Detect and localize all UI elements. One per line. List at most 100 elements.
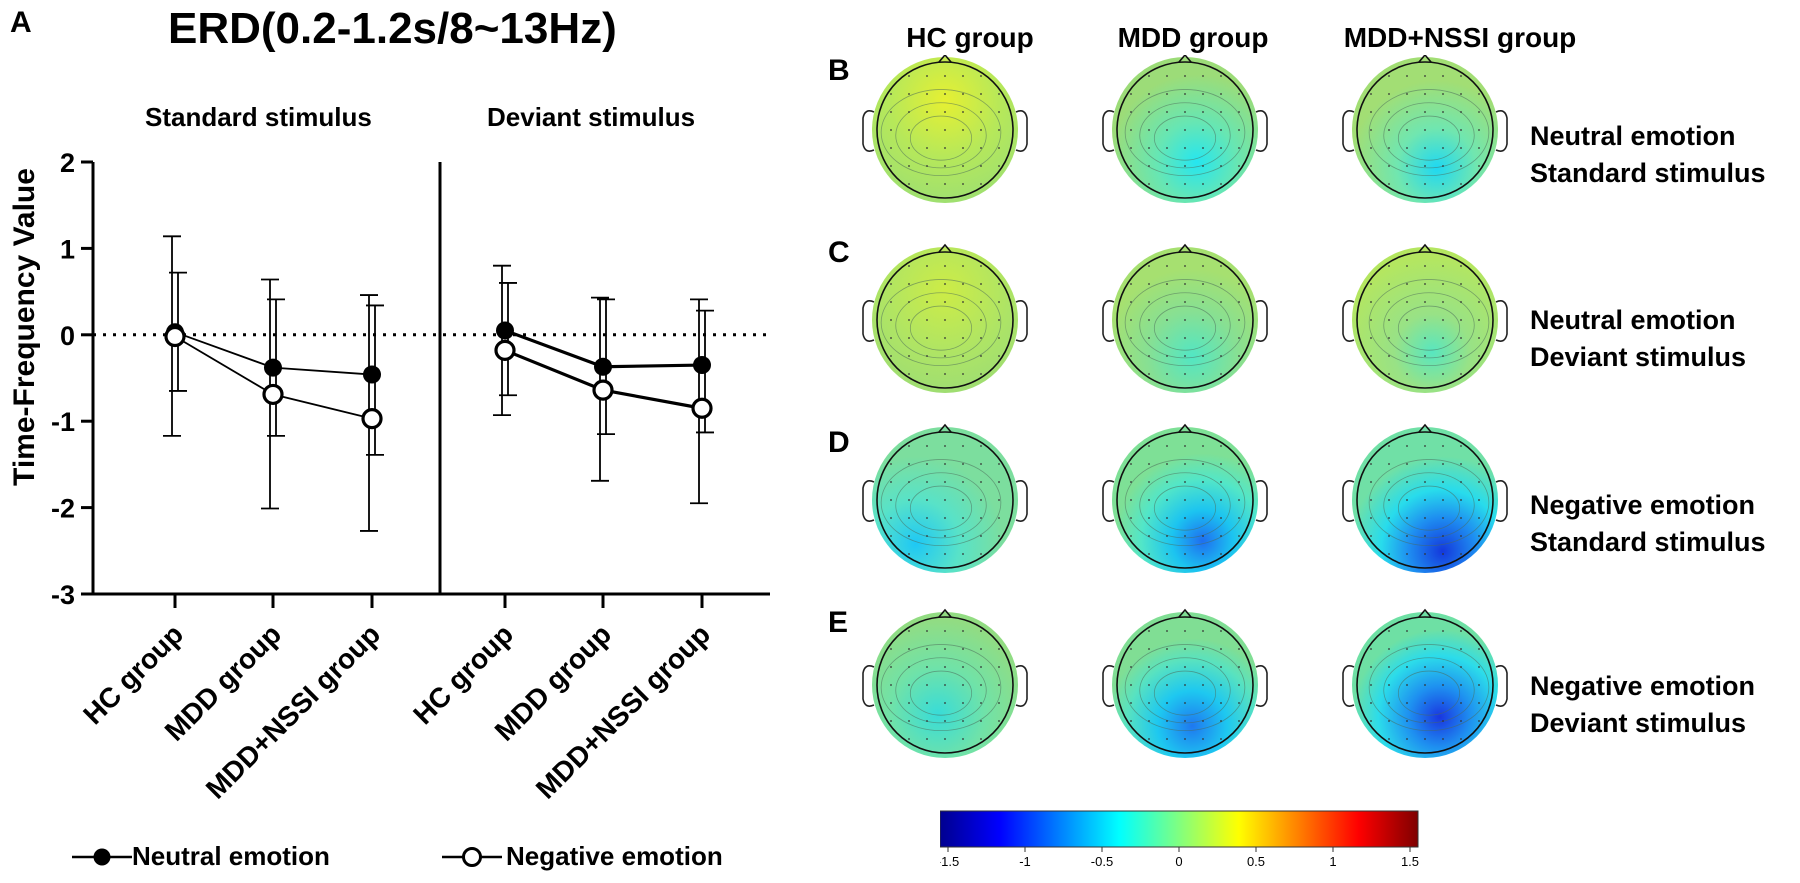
electrode-dot <box>1148 301 1150 303</box>
electrode-dot <box>908 319 910 321</box>
row-label-b-line1: Neutral emotion <box>1530 121 1736 151</box>
electrode-dot <box>1130 93 1132 95</box>
electrode-dot <box>1202 720 1204 722</box>
contour-line <box>895 657 987 724</box>
row-label-d-line2: Standard stimulus <box>1530 527 1766 557</box>
electrode-dot <box>1202 373 1204 375</box>
electrode-dot <box>1388 666 1390 668</box>
contour-line <box>1124 279 1246 367</box>
electrode-dot <box>1424 720 1426 722</box>
electrode-dot <box>1220 445 1222 447</box>
electrode-dot <box>1388 684 1390 686</box>
electrode-dot <box>1166 283 1168 285</box>
electrode-dot <box>1148 720 1150 722</box>
electrode-dot <box>1166 301 1168 303</box>
contour-line <box>1383 292 1475 359</box>
row-label-e-line1: Negative emotion <box>1530 671 1756 701</box>
electrode-dot <box>944 111 946 113</box>
electrode-dot <box>1202 111 1204 113</box>
electrode-dot <box>962 445 964 447</box>
electrode-dot <box>998 337 1000 339</box>
electrode-dot <box>1202 301 1204 303</box>
electrode-dot <box>1148 373 1150 375</box>
electrode-dot <box>1370 337 1372 339</box>
legend-marker-negative <box>442 847 502 867</box>
electrode-dot <box>926 535 928 537</box>
electrode-dot <box>1148 702 1150 704</box>
electrode-dot <box>908 147 910 149</box>
electrode-dot <box>962 283 964 285</box>
electrode-dot <box>1184 481 1186 483</box>
electrode-dot <box>1202 147 1204 149</box>
data-point-neutral <box>363 365 381 384</box>
electrode-dot <box>1406 517 1408 519</box>
electrode-dot <box>890 702 892 704</box>
electrode-dot <box>1406 684 1408 686</box>
electrode-dot <box>1220 720 1222 722</box>
electrode-dot <box>998 666 1000 668</box>
electrode-dot <box>926 147 928 149</box>
electrode-dot <box>1442 319 1444 321</box>
electrode-dot <box>1424 147 1426 149</box>
electrode-dot <box>944 738 946 740</box>
column-header-mdd-nssi: MDD+NSSI group <box>1343 22 1577 53</box>
electrode-dot <box>1220 630 1222 632</box>
electrode-dot <box>1388 481 1390 483</box>
electrode-dot <box>1460 738 1462 740</box>
electrode-dot <box>962 463 964 465</box>
electrode-dot <box>980 319 982 321</box>
electrode-dot <box>1130 147 1132 149</box>
electrode-dot <box>1238 283 1240 285</box>
electrode-dot <box>1424 337 1426 339</box>
electrode-dot <box>944 129 946 131</box>
colorbar-tick-label: -1.5 <box>940 854 959 869</box>
electrode-dot <box>926 165 928 167</box>
contour-line <box>1397 670 1461 716</box>
electrode-dot <box>1388 702 1390 704</box>
electrode-dot <box>1370 684 1372 686</box>
electrode-dot <box>1388 738 1390 740</box>
electrode-dot <box>944 93 946 95</box>
electrode-dot <box>1148 499 1150 501</box>
electrode-dot <box>1202 630 1204 632</box>
electrode-dot <box>908 111 910 113</box>
electrode-dot <box>1406 535 1408 537</box>
electrode-dot <box>1406 75 1408 77</box>
electrode-dot <box>944 702 946 704</box>
electrode-dot <box>1202 319 1204 321</box>
left-ear <box>1102 665 1115 707</box>
electrode-dot <box>1184 630 1186 632</box>
electrode-dot <box>980 75 982 77</box>
electrode-dot <box>980 93 982 95</box>
electrode-dot <box>1478 129 1480 131</box>
electrode-dot <box>1130 355 1132 357</box>
electrode-dot <box>1478 165 1480 167</box>
electrode-dot <box>1442 301 1444 303</box>
electrode-dot <box>1406 355 1408 357</box>
right-ear <box>1255 110 1268 152</box>
electrode-dot <box>1388 355 1390 357</box>
head-outline <box>1116 616 1254 754</box>
electrode-dot <box>1184 684 1186 686</box>
electrode-dot <box>962 684 964 686</box>
electrode-dot <box>1238 720 1240 722</box>
electrode-dot <box>1202 265 1204 267</box>
electrode-dot <box>1406 720 1408 722</box>
electrode-dot <box>980 129 982 131</box>
electrode-dot <box>1166 463 1168 465</box>
contour-line <box>1383 472 1475 539</box>
electrode-dot <box>1238 702 1240 704</box>
electrode-dot <box>908 301 910 303</box>
electrode-dot <box>1442 265 1444 267</box>
electrode-dot <box>998 648 1000 650</box>
electrode-dot <box>1424 702 1426 704</box>
contour-line <box>880 279 1002 367</box>
electrode-dot <box>1442 499 1444 501</box>
nose <box>1418 55 1432 63</box>
electrode-dot <box>1406 93 1408 95</box>
electrode-dot <box>1460 129 1462 131</box>
electrode-dot <box>1460 147 1462 149</box>
electrode-dot <box>908 666 910 668</box>
electrode-dot <box>1406 463 1408 465</box>
